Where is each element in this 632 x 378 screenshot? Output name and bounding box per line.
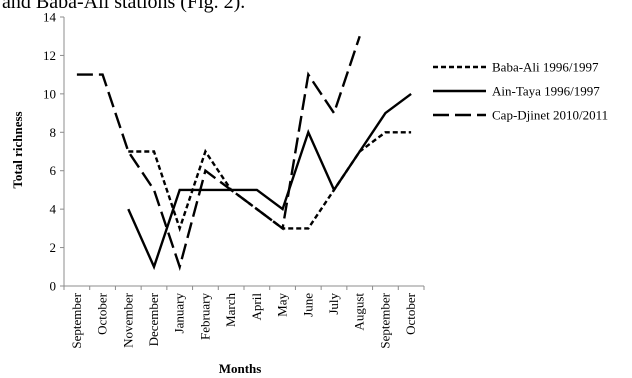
legend: Baba-Ali 1996/1997 Ain-Taya 1996/1997 Cap-…	[433, 60, 608, 123]
y-tick-label: 14	[43, 10, 57, 25]
y-tick-label: 4	[50, 202, 57, 217]
x-tick-label-march: March	[223, 293, 238, 327]
x-tick-label-september: September	[69, 292, 84, 348]
series-lines	[76, 35, 412, 271]
y-tick-label: 2	[50, 240, 57, 255]
x-tick-label-november: November	[120, 292, 135, 348]
axes	[63, 17, 424, 287]
series-line-ain-taya-1996-1997	[127, 92, 412, 271]
series-line-cap-djinet-2010-2011	[76, 35, 361, 271]
y-tick-label: 12	[43, 48, 56, 63]
series-line-baba-ali-1996-1997	[128, 131, 412, 233]
x-tick-label-april: April	[249, 293, 264, 321]
x-tick-label-september: September	[377, 292, 392, 348]
x-tick-label-may: May	[275, 293, 290, 317]
x-tick-label-august: August	[352, 293, 367, 331]
x-tick-label-october: October	[403, 292, 418, 335]
legend-label-cap-djinet-2010-2011: Cap-Djinet 2010/2011	[492, 108, 608, 123]
x-axis-title: Months	[219, 361, 262, 376]
legend-label-baba-ali-1996-1997: Baba-Ali 1996/1997	[492, 60, 599, 75]
legend-label-ain-taya-1996-1997: Ain-Taya 1996/1997	[492, 84, 600, 99]
x-tick-label-december: December	[146, 292, 161, 346]
y-tick-label: 6	[50, 163, 57, 178]
y-tick-label: 8	[50, 125, 57, 140]
y-tick-label: 0	[50, 279, 57, 294]
caption-fragment: and Baba-Ali stations (Fig. 2).	[2, 0, 246, 13]
y-tick-label: 10	[43, 86, 56, 101]
x-tick-label-february: February	[197, 293, 212, 340]
y-ticks: 0 2 4 6 8 10 12 14	[43, 10, 64, 294]
y-axis-title: Total richness	[10, 111, 25, 188]
x-tick-label-january: January	[172, 293, 187, 334]
x-tick-label-july: July	[326, 293, 341, 315]
x-ticks: September October November December January F…	[63, 286, 425, 349]
x-tick-label-june: June	[300, 293, 315, 317]
x-tick-label-october: October	[95, 292, 110, 335]
